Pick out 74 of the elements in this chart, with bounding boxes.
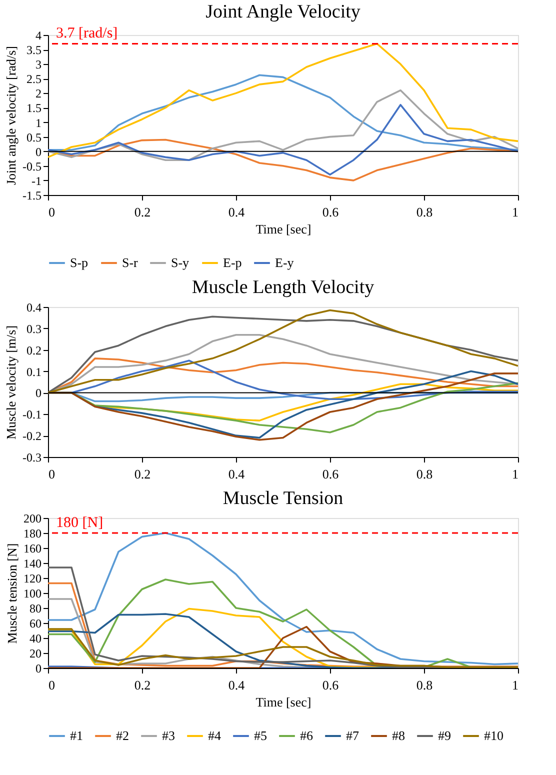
y-tick-label: 2.5 — [26, 72, 42, 86]
x-tick-label: 0.6 — [322, 204, 340, 220]
x-axis-title: Time [sec] — [256, 694, 312, 710]
chart-title: Joint Angle Velocity — [206, 2, 361, 23]
y-tick-label: 0.3 — [26, 322, 42, 336]
y-tick-label: 20 — [30, 646, 42, 660]
y-tick-label: 160 — [24, 542, 42, 556]
x-axis-title: Time [sec] — [256, 222, 312, 236]
x-tick-label: 0.4 — [228, 678, 246, 692]
y-tick-label: 180 — [24, 526, 42, 540]
legend-label: #3 — [162, 728, 175, 743]
y-tick-label: 40 — [30, 632, 42, 646]
x-tick-label: 0 — [48, 466, 55, 482]
y-tick-label: 0.4 — [26, 300, 42, 314]
x-tick-label: 0.2 — [134, 466, 151, 482]
legend-label: #5 — [254, 728, 267, 743]
legend-label: #7 — [346, 728, 360, 743]
y-tick-label: 4 — [36, 28, 42, 42]
y-tick-label: -0.1 — [22, 408, 42, 422]
y-tick-label: 0.1 — [26, 364, 42, 379]
x-tick-label: 0.6 — [322, 678, 340, 692]
y-tick-label: 3 — [36, 58, 42, 72]
y-tick-label: 1.5 — [26, 101, 42, 116]
y-tick-label: 0.2 — [26, 343, 42, 358]
y-tick-label: -1.5 — [22, 188, 42, 202]
legend-label: #8 — [392, 728, 405, 743]
x-tick-label: 0 — [48, 204, 55, 220]
ref-line-label: 180 [N] — [56, 515, 104, 531]
x-tick-label: 1 — [512, 204, 518, 220]
chart-title: Muscle Tension — [222, 488, 344, 509]
x-tick-label: 1 — [512, 466, 518, 482]
y-tick-label: 140 — [24, 556, 42, 570]
y-tick-label: 80 — [30, 602, 42, 616]
x-tick-label: 0.6 — [322, 466, 340, 482]
y-tick-label: -1 — [32, 174, 42, 188]
y-tick-label: -0.3 — [22, 450, 42, 464]
legend-label: S-p — [70, 255, 88, 270]
legend-label: #10 — [484, 728, 504, 743]
y-tick-label: -0.5 — [22, 159, 42, 174]
legend-label: E-y — [275, 255, 294, 270]
legend-label: #2 — [116, 728, 129, 743]
y-tick-label: 0.5 — [26, 130, 42, 144]
y-tick-label: 1 — [36, 116, 42, 130]
y-tick-label: 200 — [24, 512, 42, 526]
x-tick-label: 0.8 — [416, 466, 433, 482]
legend-label: E-p — [223, 255, 242, 270]
y-tick-label: 100 — [24, 586, 42, 600]
x-tick-label: 0.4 — [228, 204, 246, 220]
ref-line-label: 3.7 [rad/s] — [56, 26, 118, 42]
y-tick-label: 2 — [36, 86, 42, 101]
legend-label: S-y — [171, 255, 190, 270]
x-tick-label: 0.8 — [416, 678, 433, 692]
chart-title: Muscle Length Velocity — [192, 277, 375, 298]
y-axis-title: Muscle velocity [m/s] — [4, 325, 19, 440]
x-tick-label: 0.2 — [134, 204, 151, 220]
y-axis-title: Joint angle velocity [rad/s] — [4, 46, 19, 185]
legend-label: #6 — [300, 728, 314, 743]
legend-label: S-r — [122, 255, 139, 270]
y-tick-label: 3.5 — [26, 43, 42, 58]
y-tick-label: 0 — [36, 662, 42, 676]
legend-label: #9 — [438, 728, 451, 743]
legend-label: #4 — [208, 728, 222, 743]
x-tick-label: 0.4 — [228, 466, 246, 482]
y-tick-label: -0.2 — [22, 429, 42, 444]
y-tick-label: 60 — [30, 616, 42, 630]
x-tick-label: 0.2 — [134, 678, 151, 692]
y-tick-label: 120 — [24, 572, 42, 586]
x-tick-label: 0.8 — [416, 204, 433, 220]
y-axis-title: Muscle tension [N] — [4, 543, 20, 644]
legend-label: #1 — [70, 728, 83, 743]
y-tick-label: 0 — [36, 386, 42, 400]
x-tick-label: 1 — [512, 678, 518, 692]
x-tick-label: 0 — [48, 678, 55, 692]
y-tick-label: 0 — [36, 144, 42, 159]
